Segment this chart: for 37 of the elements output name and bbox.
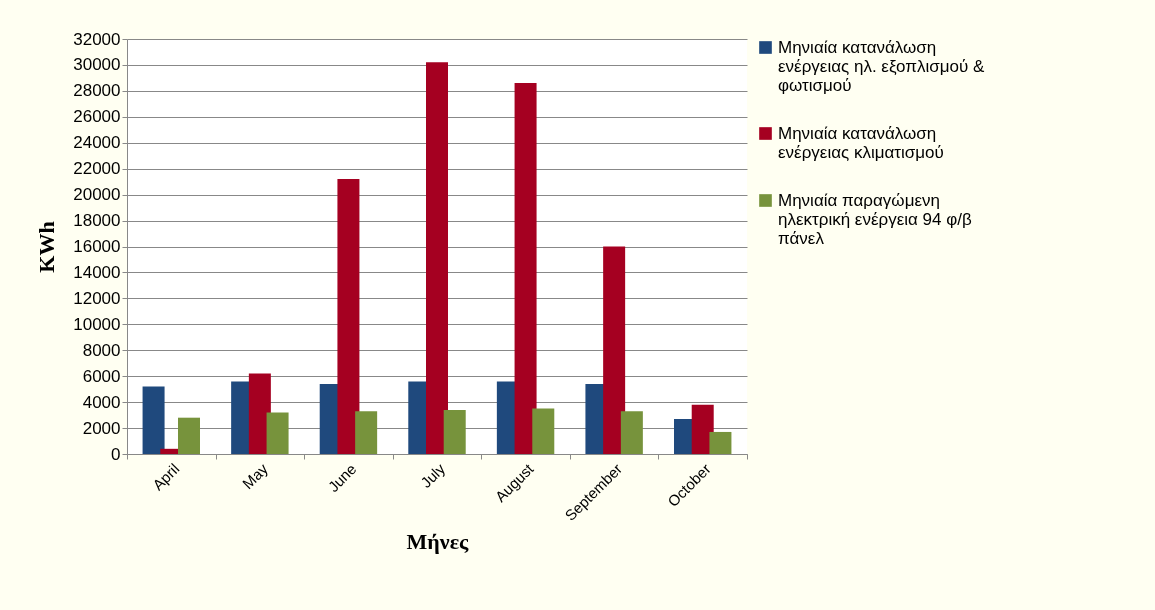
y-tick-label: 32000 xyxy=(73,29,121,49)
y-tick-label: 26000 xyxy=(73,107,121,127)
y-tick-label: 14000 xyxy=(73,262,121,282)
y-tick-label: 6000 xyxy=(82,366,121,386)
y-tick-label: 2000 xyxy=(82,418,121,438)
x-tick-label: May xyxy=(238,459,272,493)
bar xyxy=(355,411,378,454)
bar xyxy=(178,417,200,454)
bar xyxy=(709,431,732,454)
legend-label: Μηνιαία παραγώμενη ηλεκτρική ενέργεια 94 φ/β πάνελ xyxy=(778,190,972,248)
y-tick-label: 0 xyxy=(111,444,121,464)
legend-label: Μηνιαία κατανάλωση ενέργειας ηλ. εξοπλισμού & φωτισμού xyxy=(778,37,986,95)
bar xyxy=(620,411,643,454)
y-tick-label: 4000 xyxy=(82,392,121,412)
bar xyxy=(426,62,448,454)
y-tick-label: 18000 xyxy=(73,211,121,231)
y-axis-title: KWh xyxy=(34,221,60,273)
bar xyxy=(248,373,271,454)
y-tick-label: 28000 xyxy=(73,81,121,101)
bar xyxy=(443,409,466,454)
y-tick-label: 30000 xyxy=(73,55,121,75)
y-tick-label: 16000 xyxy=(73,237,121,256)
y-tick-label: 10000 xyxy=(73,314,121,334)
y-tick-label: 20000 xyxy=(73,185,121,205)
x-axis-title: Μήνες xyxy=(406,528,470,554)
y-tick-label: 12000 xyxy=(73,288,121,308)
legend-label: Μηνιαία κατανάλωση ενέργειας κλιματισμού xyxy=(778,123,944,162)
x-tick-label: July xyxy=(417,459,449,491)
bar xyxy=(514,83,537,454)
bar xyxy=(532,408,555,454)
bar xyxy=(337,179,360,454)
y-tick-label: 22000 xyxy=(73,159,121,179)
bar xyxy=(142,386,165,454)
y-tick-label: 24000 xyxy=(73,133,121,153)
bar xyxy=(266,412,289,454)
bar xyxy=(603,246,626,454)
y-tick-label: 8000 xyxy=(82,340,121,360)
